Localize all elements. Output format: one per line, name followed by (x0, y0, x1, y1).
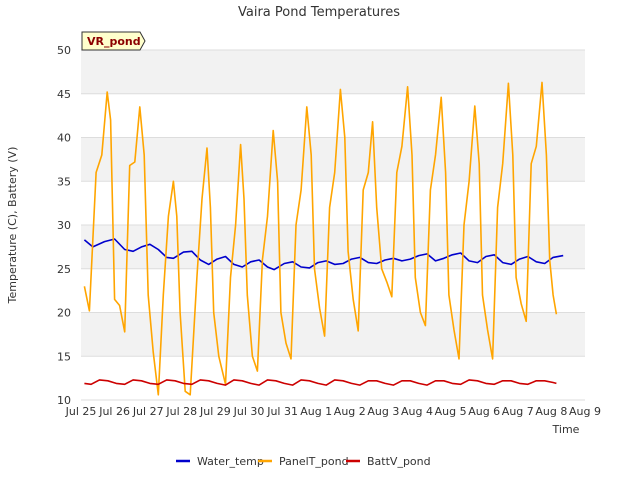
y-axis-ticks: 10 15 20 25 30 35 40 45 50 (57, 44, 71, 407)
y-tick-label: 15 (57, 350, 71, 363)
y-axis-title: Temperature (C), Battery (V) (6, 147, 19, 305)
x-tick-label: Jul 26 (98, 405, 130, 418)
legend-label: BattV_pond (367, 455, 431, 468)
series-lines (83, 81, 564, 396)
y-tick-label: 10 (57, 394, 71, 407)
grid-band (81, 225, 585, 269)
legend: Water_temp PanelT_pond BattV_pond (176, 455, 431, 468)
x-tick-label: Jul 28 (165, 405, 197, 418)
grid-band (81, 312, 585, 357)
y-tick-label: 40 (57, 132, 71, 145)
x-axis-ticks: Jul 25 Jul 26 Jul 27 Jul 28 Jul 29 Jul 30 Jul … (65, 405, 601, 418)
legend-label: Water_temp (197, 455, 264, 468)
y-tick-label: 25 (57, 263, 71, 276)
x-tick-label: Jul 30 (233, 405, 265, 418)
series-line-panelt-pond (83, 81, 558, 396)
x-tick-label: Jul 25 (65, 405, 97, 418)
grid-band (81, 50, 585, 94)
x-tick-label: Aug 9 (569, 405, 601, 418)
x-tick-label: Jul 27 (132, 405, 164, 418)
site-label: VR_pond (87, 35, 141, 48)
series-line-battv-pond (84, 379, 557, 386)
legend-label: PanelT_pond (279, 455, 349, 468)
y-tick-label: 20 (57, 307, 71, 320)
y-tick-label: 50 (57, 44, 71, 57)
x-tick-label: Jul 29 (199, 405, 231, 418)
x-tick-label: Aug 7 (502, 405, 534, 418)
x-tick-label: Aug 6 (468, 405, 500, 418)
grid-band (81, 137, 585, 182)
site-label-background (81, 31, 146, 51)
x-tick-label: Aug 8 (535, 405, 567, 418)
x-axis-title: Time (552, 423, 580, 436)
y-tick-label: 30 (57, 219, 71, 232)
y-tick-label: 35 (57, 175, 71, 188)
series-line-water-temp (83, 238, 564, 271)
x-tick-label: Aug 3 (367, 405, 399, 418)
x-tick-label: Aug 5 (435, 405, 467, 418)
site-label-box: VR_pond (81, 31, 146, 51)
x-tick-label: Aug 2 (334, 405, 366, 418)
y-tick-label: 45 (57, 88, 71, 101)
x-tick-label: Jul 31 (266, 405, 298, 418)
x-tick-label: Aug 4 (401, 405, 433, 418)
chart-title: Vaira Pond Temperatures (238, 5, 400, 20)
x-tick-label: Aug 1 (300, 405, 332, 418)
